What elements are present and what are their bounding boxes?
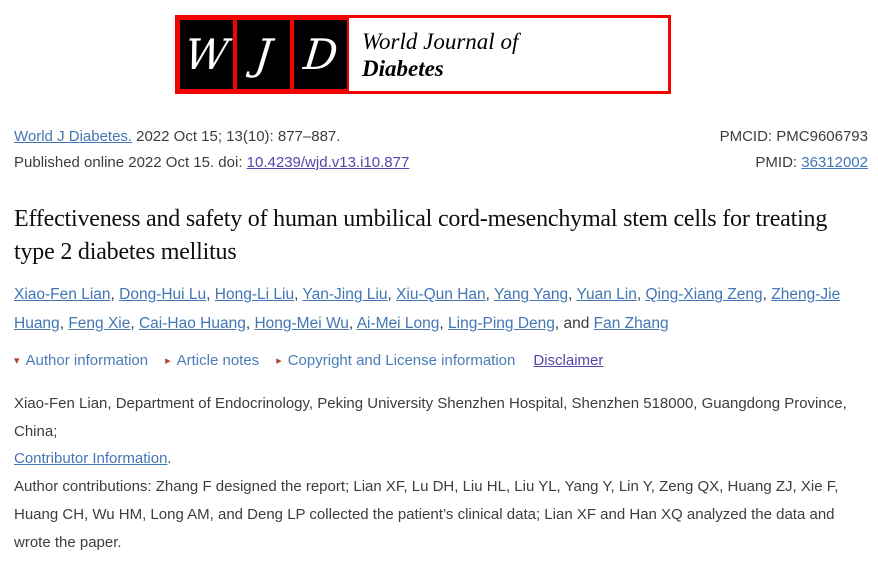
author-separator: , bbox=[439, 314, 449, 332]
toggle-label: Copyright and License information bbox=[287, 352, 516, 369]
logo-letter-d: D bbox=[301, 29, 340, 79]
contributor-information-line: Contributor Information. bbox=[14, 446, 864, 472]
author-separator: , bbox=[245, 314, 255, 332]
logo-letter-box: D bbox=[292, 18, 349, 91]
disclaimer-link[interactable]: Disclaimer bbox=[533, 352, 604, 369]
article-title: Effectiveness and safety of human umbili… bbox=[14, 206, 828, 265]
author-link[interactable]: Cai-Hao Huang bbox=[138, 314, 246, 332]
author-link[interactable]: Yuan Lin bbox=[576, 286, 637, 303]
pmcid-label: PMCID: bbox=[719, 128, 773, 145]
journal-citation-link[interactable]: World J Diabetes. bbox=[14, 128, 133, 145]
toggle-label: Author information bbox=[25, 352, 149, 369]
logo-journal-name-line1: World Journal of bbox=[362, 29, 519, 54]
toggle-label: Article notes bbox=[176, 352, 260, 369]
logo-letter-w: W bbox=[182, 29, 231, 79]
caret-right-icon: ▸ bbox=[276, 355, 282, 367]
article-meta-row: ▾ Author information ▸ Article notes ▸ Copyri… bbox=[14, 351, 864, 371]
pmid: PMID: 36312002 bbox=[755, 150, 868, 176]
author-link[interactable]: Ling-Ping Deng bbox=[448, 314, 555, 332]
author-link[interactable]: Xiu-Qun Han bbox=[396, 286, 486, 303]
pmcid-value: PMC9606793 bbox=[776, 128, 868, 145]
logo-journal-name-line2: Diabetes bbox=[362, 56, 444, 81]
toggle-copyright-and-license-information[interactable]: ▸ Copyright and License information bbox=[276, 352, 515, 369]
pmid-link[interactable]: 36312002 bbox=[801, 154, 868, 171]
citation-block: World J Diabetes. 2022 Oct 15; 13(10): 87… bbox=[14, 124, 868, 176]
author-separator: , bbox=[636, 286, 646, 303]
author-link[interactable]: Hong-Li Liu bbox=[214, 286, 295, 303]
author-separator: , bbox=[110, 286, 120, 303]
pmc-article-page: W J D World Journal of Diabetes World J … bbox=[0, 15, 878, 557]
logo-letter-box: J bbox=[235, 18, 292, 91]
author-separator: , bbox=[348, 314, 357, 332]
contributor-period: . bbox=[167, 450, 172, 467]
toggle-article-notes[interactable]: ▸ Article notes bbox=[165, 352, 259, 369]
author-separator: , bbox=[387, 286, 397, 303]
logo-letter-j: J bbox=[252, 29, 275, 79]
caret-right-icon: ▸ bbox=[165, 355, 171, 367]
author-separator: , bbox=[130, 314, 139, 332]
author-separator: , bbox=[59, 314, 69, 332]
author-separator: , bbox=[762, 286, 772, 303]
pmid-label: PMID: bbox=[755, 154, 798, 171]
pmcid: PMCID: PMC9606793 bbox=[720, 124, 868, 150]
author-contributions-text: Author contributions: Zhang F designed t… bbox=[14, 478, 839, 551]
published-doi: Published online 2022 Oct 15. doi: 10.42… bbox=[14, 150, 409, 176]
author-link[interactable]: Feng Xie bbox=[68, 314, 131, 332]
doi-link[interactable]: 10.4239/wjd.v13.i10.877 bbox=[246, 154, 410, 171]
author-link[interactable]: Yang Yang bbox=[494, 286, 569, 303]
author-separator: , bbox=[294, 286, 303, 303]
author-separator: , and bbox=[554, 314, 594, 332]
logo-letter-box: W bbox=[178, 18, 235, 91]
author-separator: , bbox=[206, 286, 215, 303]
published-online-text: Published online 2022 Oct 15. doi: bbox=[14, 154, 243, 171]
journal-logo[interactable]: W J D World Journal of Diabetes bbox=[175, 15, 671, 94]
author-link[interactable]: Dong-Hui Lu bbox=[119, 286, 207, 303]
affiliation-text: Xiao-Fen Lian, Department of Endocrinolo… bbox=[14, 395, 847, 440]
caret-down-icon: ▾ bbox=[14, 355, 20, 367]
journal-citation: World J Diabetes. 2022 Oct 15; 13(10): 87… bbox=[14, 124, 340, 150]
author-link[interactable]: Xiao-Fen Lian bbox=[14, 286, 111, 303]
author-link[interactable]: Hong-Mei Wu bbox=[254, 314, 349, 332]
author-link[interactable]: Fan Zhang bbox=[593, 314, 669, 332]
author-link[interactable]: Zheng-Jie Huang bbox=[14, 286, 841, 332]
author-separator: , bbox=[568, 286, 577, 303]
citation-date-volume: 2022 Oct 15; 13(10): 877–887. bbox=[136, 128, 341, 145]
logo-journal-name: World Journal of Diabetes bbox=[349, 18, 668, 91]
contributor-information-link[interactable]: Contributor Information bbox=[14, 450, 168, 467]
author-link[interactable]: Yan-Jing Liu bbox=[302, 286, 388, 303]
author-separator: , bbox=[485, 286, 495, 303]
toggle-author-information[interactable]: ▾ Author information bbox=[14, 352, 148, 369]
author-link[interactable]: Qing-Xiang Zeng bbox=[645, 286, 763, 303]
author-list: Xiao-Fen Lian, Dong-Hui Lu, Hong-Li Liu,… bbox=[14, 281, 864, 338]
author-link[interactable]: Ai-Mei Long bbox=[356, 314, 440, 332]
